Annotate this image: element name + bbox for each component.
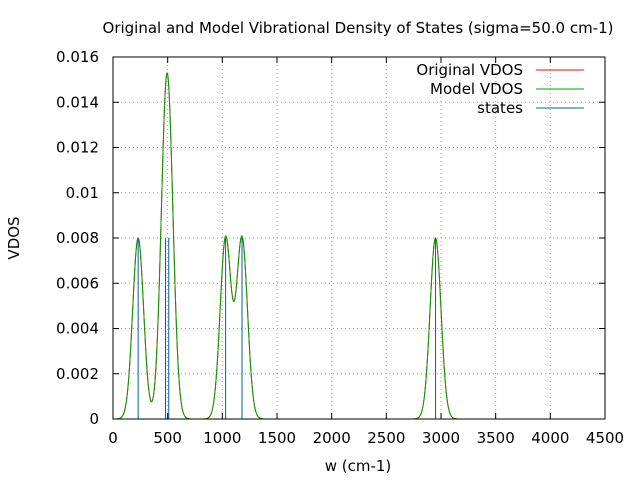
y-tick-label: 0.012	[56, 139, 99, 157]
y-tick-label: 0.008	[56, 229, 99, 247]
y-tick-label: 0.016	[56, 48, 99, 66]
y-tick-label: 0.004	[56, 320, 99, 338]
grid-lines	[113, 57, 605, 419]
y-tick-label: 0.014	[56, 93, 99, 111]
x-tick-label: 500	[153, 429, 182, 447]
x-tick-label: 1500	[258, 429, 296, 447]
x-tick-label: 3500	[477, 429, 515, 447]
axis-ticks: 0 500 1000 1500 2000 2500 3000 3500 4000 4500 0 0.0…	[56, 48, 624, 447]
x-tick-label: 2000	[313, 429, 351, 447]
legend-label: Model VDOS	[430, 80, 523, 98]
x-tick-label: 4500	[586, 429, 624, 447]
y-tick-label: 0	[89, 410, 99, 428]
x-tick-label: 1000	[203, 429, 241, 447]
x-tick-label: 0	[108, 429, 118, 447]
legend-label: Original VDOS	[416, 61, 523, 79]
y-tick-label: 0.006	[56, 274, 99, 292]
y-tick-label: 0.01	[66, 184, 99, 202]
legend-label: states	[477, 99, 523, 117]
x-axis-label: w (cm-1)	[325, 457, 392, 475]
x-tick-label: 2500	[367, 429, 405, 447]
chart-title: Original and Model Vibrational Density o…	[103, 19, 614, 37]
x-tick-label: 4000	[531, 429, 569, 447]
y-tick-label: 0.002	[56, 365, 99, 383]
x-tick-label: 3000	[422, 429, 460, 447]
y-axis-label: VDOS	[5, 216, 23, 259]
